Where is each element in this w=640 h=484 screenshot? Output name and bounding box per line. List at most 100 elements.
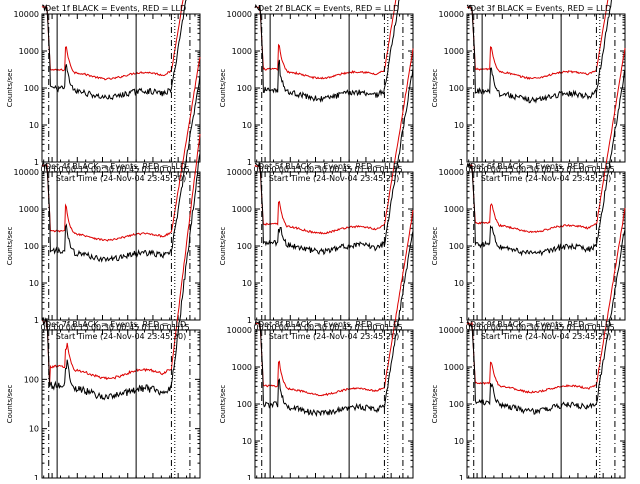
y-tick-label: 1 [459, 474, 464, 480]
y-tick-label: 1 [459, 158, 464, 167]
y-tick-label: 10000 [227, 10, 252, 19]
x-tick-label: 00:00 [254, 165, 277, 174]
x-tick-label: 01:15 [380, 165, 403, 174]
y-tick-label: 100 [449, 242, 464, 251]
y-tick-label: 1000 [19, 205, 39, 214]
panel-9: 1 10 100 1000 1000000:0000:1500:3000:4501:00… [431, 207, 626, 484]
x-tick-label: 00:00 [466, 323, 489, 332]
y-tick-label: 10000 [227, 168, 252, 177]
lld-series-line [254, 210, 414, 397]
events-series-line [254, 230, 414, 418]
y-tick-label: 1 [34, 158, 39, 167]
y-tick-label: 100 [24, 242, 39, 251]
x-tick-label: 01:15 [167, 165, 190, 174]
y-axis-label: Counts/sec [6, 227, 14, 266]
y-tick-label: 100 [449, 84, 464, 93]
y-axis-label: Counts/sec [431, 69, 439, 108]
x-tick-label: 00:15 [491, 323, 514, 332]
y-tick-label: 1 [34, 316, 39, 325]
events-series-line [254, 0, 400, 103]
y-tick-label: 1000 [232, 205, 252, 214]
x-tick-label: 00:30 [516, 165, 539, 174]
events-series-line [466, 229, 626, 415]
events-series-line [41, 153, 201, 401]
panel-8: 1 10 100 1000 1000000:0000:1500:3000:4501:00… [219, 210, 414, 484]
x-tick-label: 00:45 [116, 165, 139, 174]
x-axis-label: Start Time (24-Nov-04 23:45:20) [56, 332, 186, 341]
panel-title: Det 3f BLACK = Events, RED = LLD [470, 4, 611, 13]
x-tick-label: 00:00 [41, 323, 64, 332]
y-tick-label: 1000 [444, 47, 464, 56]
events-series-line [41, 74, 201, 263]
panel-title: Det 8f BLACK = Events, RED = LLD [258, 320, 399, 329]
lld-series-line [41, 133, 201, 385]
panel-title: Det 1f BLACK = Events, RED = LLD [45, 4, 186, 13]
lld-series-line [466, 47, 626, 234]
y-tick-label: 10 [242, 121, 252, 130]
x-tick-label: 00:45 [116, 323, 139, 332]
x-tick-label: 00:45 [541, 323, 564, 332]
y-tick-label: 1 [459, 316, 464, 325]
plot-frame [466, 13, 626, 163]
panel-7: 11010000:0000:1500:3000:4501:0001:15Det … [6, 133, 201, 484]
x-tick-label: 01:15 [592, 165, 615, 174]
y-tick-label: 1 [34, 474, 39, 480]
x-tick-label: 00:15 [66, 323, 89, 332]
lld-series-line [41, 57, 201, 242]
events-series-line [466, 0, 612, 104]
plot-frame [254, 13, 414, 163]
y-tick-label: 1000 [232, 47, 252, 56]
y-tick-label: 10 [242, 437, 252, 446]
lld-series-line [466, 207, 626, 394]
y-tick-label: 1000 [19, 47, 39, 56]
x-tick-label: 00:00 [41, 165, 64, 174]
panel-title: Det 9f BLACK = Events, RED = LLD [470, 320, 611, 329]
panel-title: Det 5f BLACK = Events, RED = LLD [258, 162, 399, 171]
y-tick-label: 10 [29, 425, 39, 434]
y-tick-label: 10 [454, 279, 464, 288]
y-axis-label: Counts/sec [219, 385, 227, 424]
x-tick-label: 00:30 [304, 165, 327, 174]
y-tick-label: 100 [24, 375, 39, 384]
x-tick-label: 00:15 [66, 165, 89, 174]
y-tick-label: 10 [242, 279, 252, 288]
x-tick-label: 00:00 [254, 323, 277, 332]
y-tick-label: 10000 [14, 168, 39, 177]
y-axis-label: Counts/sec [431, 385, 439, 424]
y-tick-label: 100 [24, 84, 39, 93]
panel-title: Det 4f BLACK = Events, RED = LLD [45, 162, 186, 171]
y-tick-label: 10000 [227, 326, 252, 335]
y-tick-label: 1000 [444, 363, 464, 372]
x-tick-label: 00:45 [329, 323, 352, 332]
y-tick-label: 10000 [439, 326, 464, 335]
plot-frame [254, 329, 414, 479]
x-axis-label: Start Time (24-Nov-04 23:45:20) [481, 332, 611, 341]
y-axis-label: Counts/sec [431, 227, 439, 266]
plot-frame [41, 171, 201, 321]
y-tick-label: 10 [454, 121, 464, 130]
plot-frame [41, 329, 201, 479]
y-tick-label: 10 [454, 437, 464, 446]
lld-series-line [41, 0, 184, 81]
y-tick-label: 10 [29, 279, 39, 288]
plot-frame [41, 13, 201, 163]
y-tick-label: 100 [237, 84, 252, 93]
y-tick-label: 10 [29, 121, 39, 130]
y-tick-label: 1000 [444, 205, 464, 214]
x-tick-label: 00:15 [491, 165, 514, 174]
x-tick-label: 01:00 [566, 165, 589, 174]
x-tick-label: 00:30 [91, 323, 114, 332]
x-axis-label: Start Time (24-Nov-04 23:45:20) [269, 174, 399, 183]
x-tick-label: 01:00 [141, 323, 164, 332]
x-tick-label: 00:30 [91, 165, 114, 174]
events-series-line [41, 0, 187, 101]
x-tick-label: 01:00 [566, 323, 589, 332]
y-tick-label: 1000 [232, 363, 252, 372]
